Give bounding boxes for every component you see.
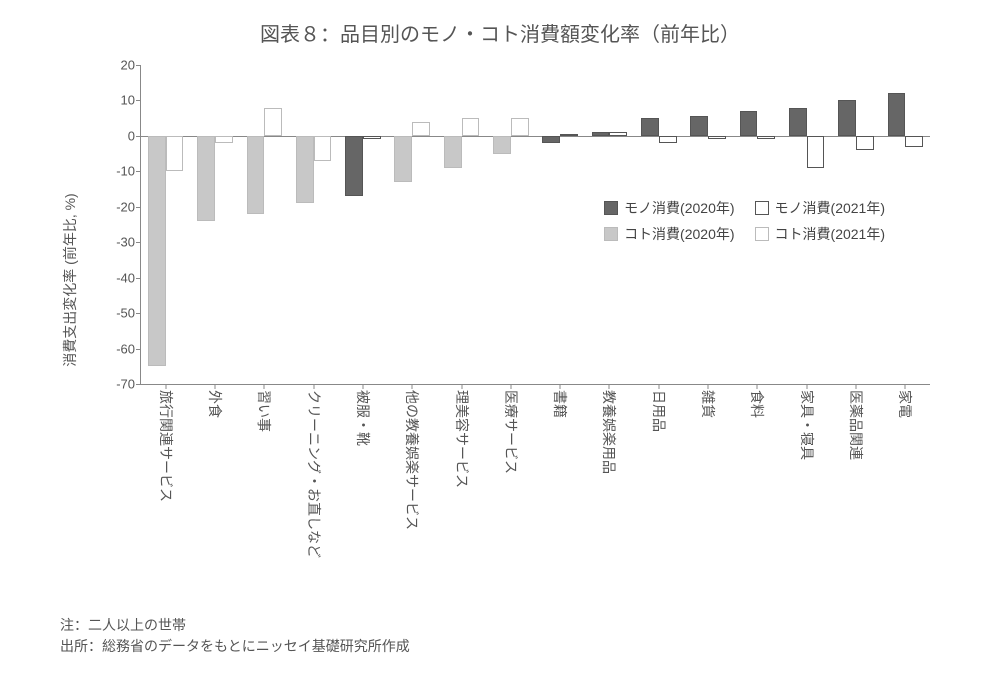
bar-2021 [560, 134, 578, 136]
category-group: 家具・寝具 [782, 65, 831, 384]
bar-2021 [708, 136, 726, 140]
plot-area: モノ消費(2020年)モノ消費(2021年)コト消費(2020年)コト消費(20… [140, 65, 930, 385]
bar-2021 [609, 132, 627, 136]
bar-2020 [888, 93, 906, 136]
bar-2021 [807, 136, 825, 168]
category-group: 家電 [881, 65, 930, 384]
x-category-label: 医薬品関連 [846, 390, 866, 460]
x-tick-mark [708, 384, 709, 389]
footnote-1: 注：二人以上の世帯 [60, 615, 410, 636]
bar-2020 [296, 136, 314, 203]
category-group: 医療サービス [486, 65, 535, 384]
bar-2021 [264, 108, 282, 136]
bar-2021 [215, 136, 233, 143]
x-category-label: 日用品 [649, 390, 669, 432]
x-tick-mark [609, 384, 610, 389]
x-category-label: 他の教養娯楽サービス [402, 390, 422, 530]
x-category-label: 外食 [205, 390, 225, 418]
x-category-label: 旅行関連サービス [156, 390, 176, 502]
x-tick-mark [214, 384, 215, 389]
category-group: クリーニング・お直しなど [289, 65, 338, 384]
category-group: 医薬品関連 [831, 65, 880, 384]
x-tick-mark [412, 384, 413, 389]
x-category-label: 雑貨 [698, 390, 718, 418]
x-tick-mark [560, 384, 561, 389]
bar-2020 [789, 108, 807, 136]
x-category-label: クリーニング・お直しなど [304, 390, 324, 558]
category-group: 日用品 [634, 65, 683, 384]
x-category-label: 被服・靴 [353, 390, 373, 446]
x-category-label: 教養娯楽用品 [599, 390, 619, 474]
x-category-label: 食料 [747, 390, 767, 418]
chart-title: 図表８：品目別のモノ・コト消費額変化率（前年比） [40, 18, 960, 47]
bar-2021 [462, 118, 480, 136]
category-group: 書籍 [536, 65, 585, 384]
chart-wrap: 消費支出変化率 (前年比, %) モノ消費(2020年)モノ消費(2021年)コ… [80, 55, 960, 505]
footnote-2-text: 総務省のデータをもとにニッセイ基礎研究所作成 [102, 638, 410, 654]
footnote-2: 出所：総務省のデータをもとにニッセイ基礎研究所作成 [60, 636, 410, 657]
bar-2020 [345, 136, 363, 196]
bar-2021 [905, 136, 923, 147]
bar-2020 [740, 111, 758, 136]
x-tick-mark [461, 384, 462, 389]
category-group: 教養娯楽用品 [585, 65, 634, 384]
x-tick-mark [313, 384, 314, 389]
x-category-label: 習い事 [254, 390, 274, 432]
x-tick-mark [757, 384, 758, 389]
footnote-1-label: 注： [60, 617, 88, 633]
bar-2021 [314, 136, 332, 161]
x-tick-mark [806, 384, 807, 389]
bar-2021 [166, 136, 184, 171]
bar-2020 [197, 136, 215, 221]
category-group: 被服・靴 [338, 65, 387, 384]
bar-2020 [542, 136, 560, 143]
bar-2021 [856, 136, 874, 150]
footnote-1-text: 二人以上の世帯 [88, 617, 186, 633]
x-tick-mark [856, 384, 857, 389]
x-tick-mark [658, 384, 659, 389]
x-tick-mark [510, 384, 511, 389]
footnotes: 注：二人以上の世帯 出所：総務省のデータをもとにニッセイ基礎研究所作成 [60, 615, 410, 657]
x-category-label: 医療サービス [501, 390, 521, 474]
category-group: 旅行関連サービス [141, 65, 190, 384]
y-axis-label: 消費支出変化率 (前年比, %) [60, 193, 80, 366]
bar-2020 [641, 118, 659, 136]
bar-2021 [363, 136, 381, 140]
bar-2020 [247, 136, 265, 214]
x-tick-mark [264, 384, 265, 389]
footnote-2-label: 出所： [60, 638, 102, 654]
x-category-label: 家具・寝具 [797, 390, 817, 460]
x-category-label: 家電 [895, 390, 915, 418]
bar-2020 [493, 136, 511, 154]
category-group: 雑貨 [683, 65, 732, 384]
category-group: 他の教養娯楽サービス [388, 65, 437, 384]
category-group: 習い事 [240, 65, 289, 384]
bar-2021 [511, 118, 529, 136]
bar-2021 [757, 136, 775, 140]
x-tick-mark [362, 384, 363, 389]
y-tick-mark [136, 384, 141, 385]
bar-2021 [412, 122, 430, 136]
x-category-label: 理美容サービス [452, 390, 472, 488]
x-category-label: 書籍 [550, 390, 570, 418]
bar-2020 [690, 116, 708, 135]
chart-container: 図表８：品目別のモノ・コト消費額変化率（前年比） 消費支出変化率 (前年比, %… [0, 0, 1000, 681]
category-group: 外食 [190, 65, 239, 384]
category-group: 理美容サービス [437, 65, 486, 384]
bar-2020 [838, 100, 856, 135]
bar-2020 [592, 132, 610, 136]
x-tick-mark [165, 384, 166, 389]
category-group: 食料 [733, 65, 782, 384]
bar-2021 [659, 136, 677, 143]
bar-2020 [444, 136, 462, 168]
x-tick-mark [905, 384, 906, 389]
bar-2020 [148, 136, 166, 366]
bar-2020 [394, 136, 412, 182]
